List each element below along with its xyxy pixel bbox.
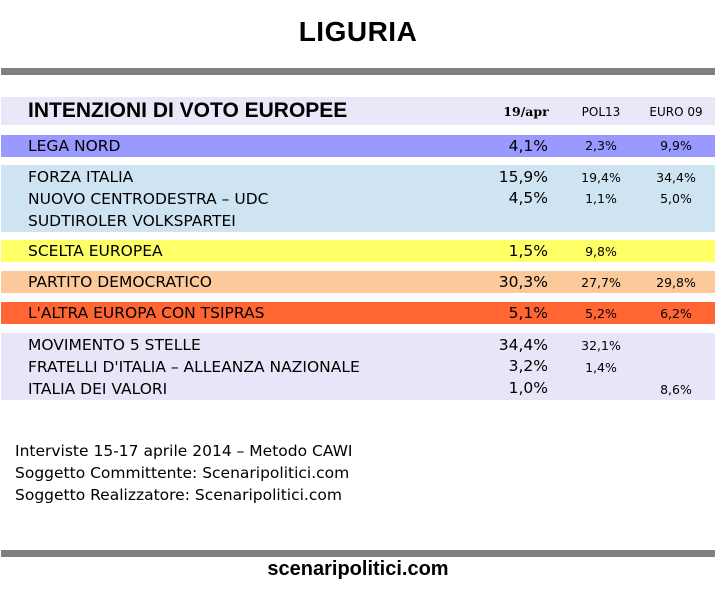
value-pol13: 1,1% xyxy=(585,191,617,206)
value-pol13: 2,3% xyxy=(585,138,617,153)
group-band-scelta xyxy=(1,240,715,262)
group-band-others xyxy=(1,333,715,400)
party-name: SCELTA EUROPEA xyxy=(28,242,163,260)
value-euro09: 34,4% xyxy=(656,170,696,185)
producer-info: Soggetto Realizzatore: Scenaripolitici.c… xyxy=(15,486,342,504)
group-band-tsipras xyxy=(1,302,715,324)
value-pol13: 9,8% xyxy=(585,244,617,259)
party-name: L'ALTRA EUROPA CON TSIPRAS xyxy=(28,304,265,322)
value-euro09: 6,2% xyxy=(660,306,692,321)
table-header-band xyxy=(1,97,715,125)
group-band-pd xyxy=(1,271,715,293)
value-19apr: 1,0% xyxy=(508,379,548,397)
group-band-lega xyxy=(1,135,715,157)
party-name: ITALIA DEI VALORI xyxy=(28,380,168,398)
value-pol13: 5,2% xyxy=(585,306,617,321)
value-pol13: 1,4% xyxy=(585,360,617,375)
value-euro09: 8,6% xyxy=(660,382,692,397)
value-19apr: 34,4% xyxy=(498,336,548,354)
value-euro09: 29,8% xyxy=(656,275,696,290)
table-header-label: INTENZIONI DI VOTO EUROPEE xyxy=(28,99,348,122)
column-header-19apr: 19/apr xyxy=(503,104,549,119)
party-name: PARTITO DEMOCRATICO xyxy=(28,273,212,291)
value-19apr: 30,3% xyxy=(498,273,548,291)
party-name: LEGA NORD xyxy=(28,137,121,155)
site-name: scenaripolitici.com xyxy=(267,558,449,580)
value-pol13: 32,1% xyxy=(581,338,621,353)
party-name: SUDTIROLER VOLKSPARTEI xyxy=(28,212,236,230)
survey-info: Interviste 15-17 aprile 2014 – Metodo CA… xyxy=(15,442,353,460)
value-19apr: 4,1% xyxy=(508,137,548,155)
group-band-centrodestra xyxy=(1,165,715,232)
bottom-divider xyxy=(1,550,715,557)
value-19apr: 5,1% xyxy=(508,304,548,322)
value-19apr: 1,5% xyxy=(508,242,548,260)
value-19apr: 4,5% xyxy=(508,189,548,207)
value-euro09: 9,9% xyxy=(660,138,692,153)
commissioner-info: Soggetto Committente: Scenaripolitici.co… xyxy=(15,464,350,482)
party-name: NUOVO CENTRODESTRA – UDC xyxy=(28,190,269,208)
column-header-euro09: EURO 09 xyxy=(649,105,703,119)
party-name: FRATELLI D'ITALIA – ALLEANZA NAZIONALE xyxy=(28,358,360,376)
value-pol13: 19,4% xyxy=(581,170,621,185)
value-19apr: 3,2% xyxy=(508,357,548,375)
value-19apr: 15,9% xyxy=(498,168,548,186)
value-euro09: 5,0% xyxy=(660,191,692,206)
page-title: LIGURIA xyxy=(298,16,418,47)
value-pol13: 27,7% xyxy=(581,275,621,290)
column-header-pol13: POL13 xyxy=(581,105,621,119)
party-name: FORZA ITALIA xyxy=(28,168,134,186)
party-name: MOVIMENTO 5 STELLE xyxy=(28,336,201,354)
top-divider xyxy=(1,68,715,75)
